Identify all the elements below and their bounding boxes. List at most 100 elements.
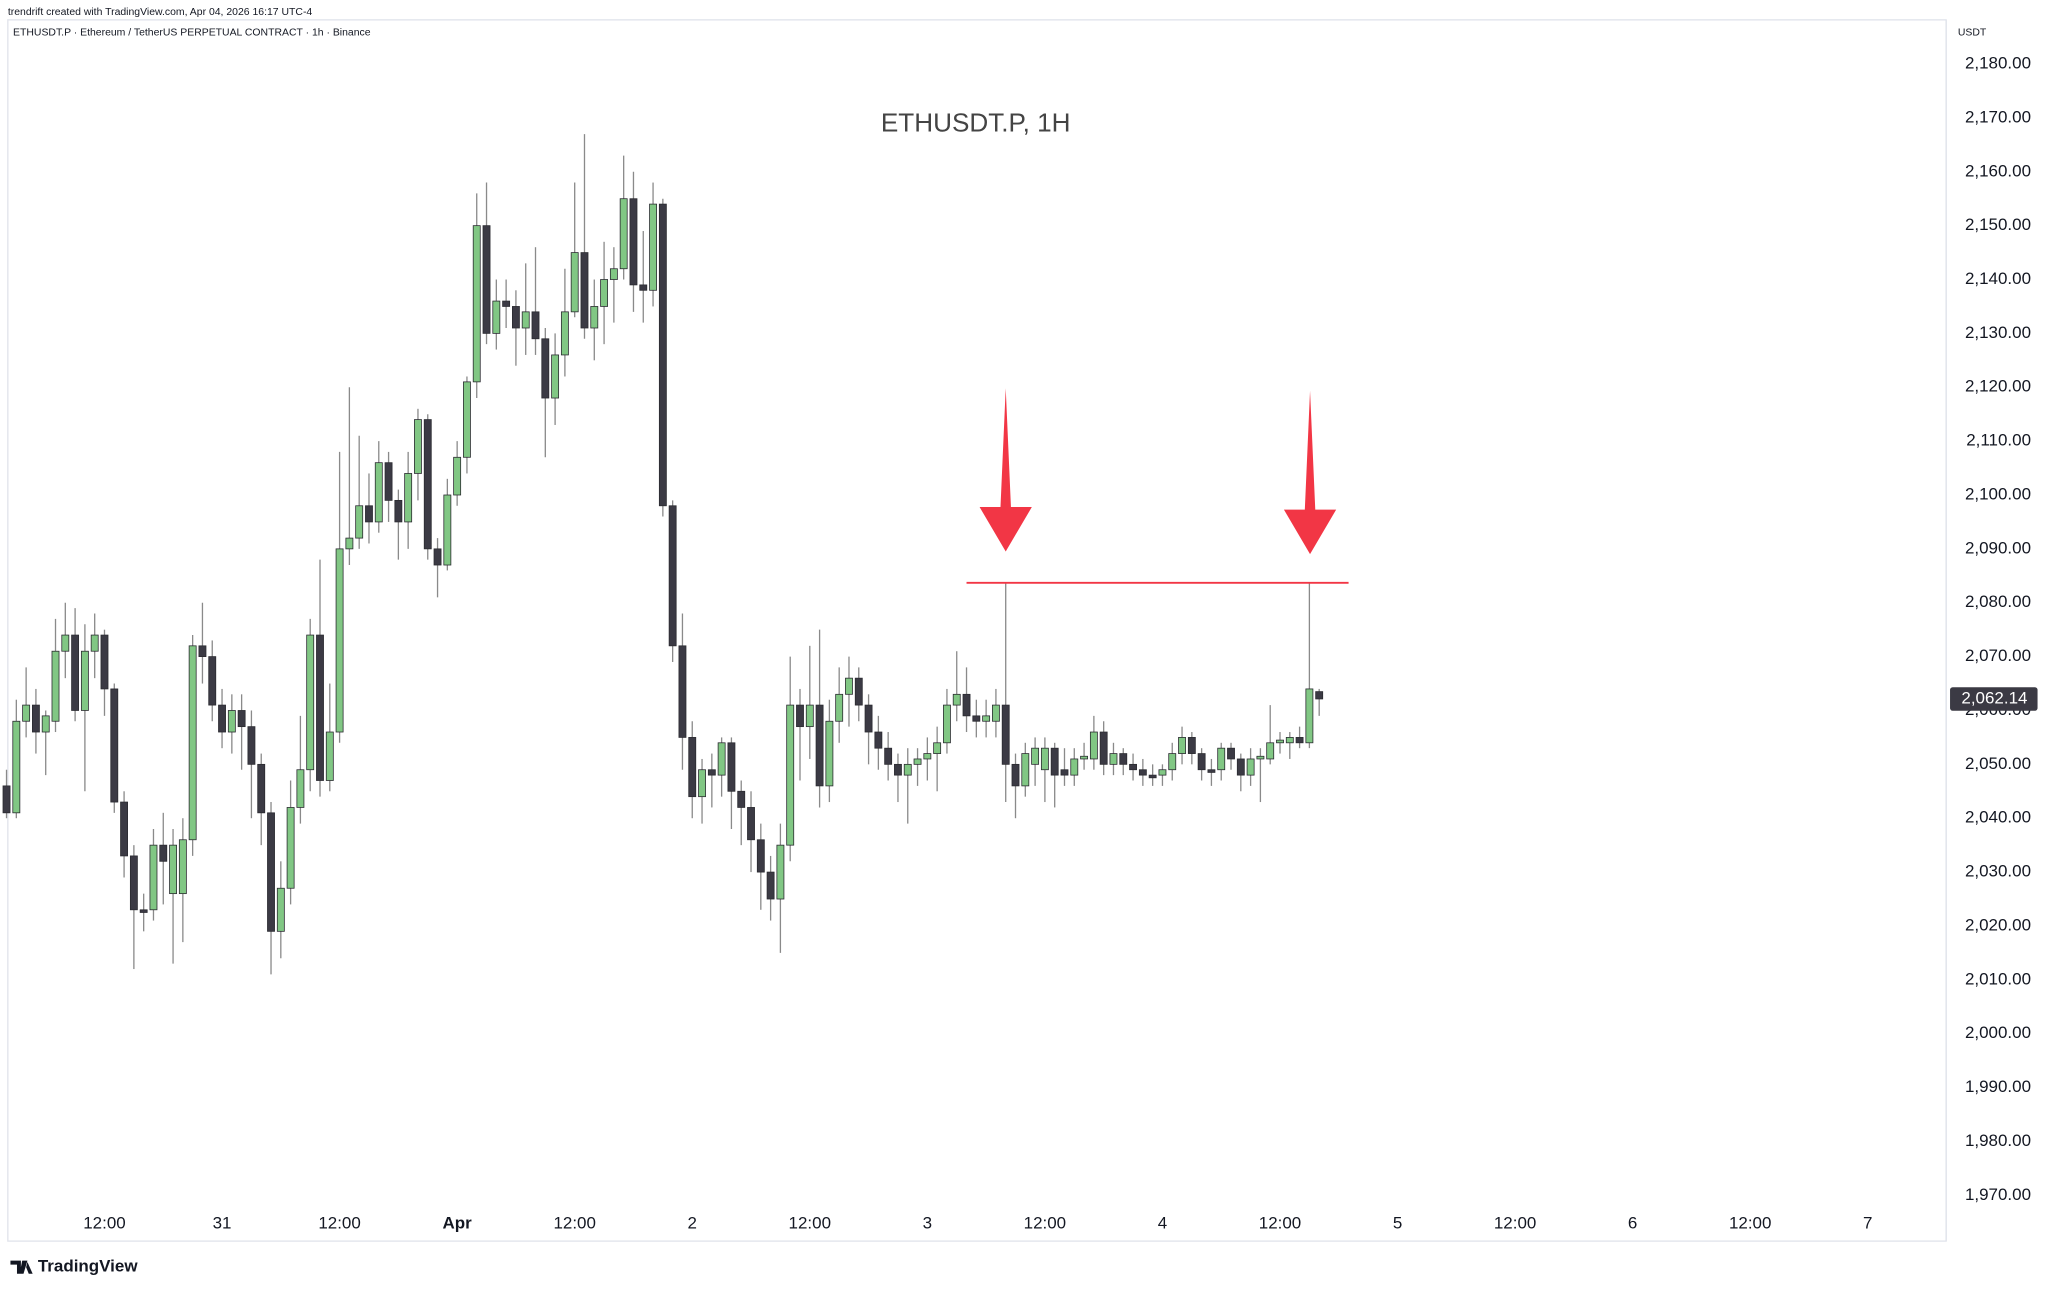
candle-body-up — [41, 715, 50, 733]
x-tick-label: 3 — [923, 1214, 932, 1233]
x-tick-label: 12:00 — [83, 1214, 125, 1233]
candle-body-down — [198, 645, 207, 657]
candle-body-up — [355, 505, 364, 539]
candle-body-up — [335, 548, 344, 733]
y-tick-label: 1,980.00 — [1965, 1131, 2031, 1150]
candle-body-down — [1099, 731, 1108, 765]
candle-body-down — [365, 505, 373, 523]
logo: TradingView — [10, 1257, 138, 1276]
logo-icon — [10, 1260, 33, 1274]
symbol-line: ETHUSDT.P · Ethereum / TetherUS PERPETUA… — [13, 28, 371, 39]
candle-body-up — [933, 742, 942, 754]
candle-body-down — [531, 311, 540, 340]
candle-body-down — [502, 300, 511, 307]
candle-body-down — [71, 634, 80, 711]
candle-body-up — [825, 720, 834, 787]
candle-body-down — [129, 855, 138, 911]
candle-body-up — [61, 634, 70, 652]
candle-body-up — [991, 704, 1000, 722]
arrow — [979, 388, 1337, 555]
candle-body-down — [267, 812, 275, 932]
y-tick-label: 2,040.00 — [1965, 808, 2031, 827]
y-tick-label: 2,030.00 — [1965, 862, 2031, 881]
candles — [2, 134, 1324, 975]
candle-body-down — [1236, 758, 1245, 776]
y-axis-label: USDT — [1958, 28, 1987, 39]
y-tick-label: 2,150.00 — [1965, 215, 2031, 234]
candle-body-down — [1119, 753, 1128, 765]
y-tick-label: 2,170.00 — [1965, 107, 2031, 126]
candle-body-up — [551, 354, 560, 399]
candle-body-up — [600, 279, 608, 307]
candle-body-up — [306, 634, 315, 771]
candle-body-down — [1011, 763, 1020, 787]
x-tick-label: 7 — [1863, 1214, 1872, 1233]
candle-body-down — [639, 284, 648, 291]
plot-frame — [7, 19, 1947, 1242]
y-tick-label: 2,120.00 — [1965, 377, 2031, 396]
candle-body-down — [316, 634, 324, 781]
candle-body-up — [776, 844, 785, 900]
candle-body-up — [404, 473, 413, 523]
candle-body-down — [218, 704, 226, 733]
candle-body-down — [747, 807, 755, 841]
candle-body-down — [737, 790, 746, 808]
x-tick-label: 12:00 — [1729, 1214, 1771, 1233]
arrow-left — [979, 388, 1032, 552]
candle-body-up — [345, 537, 354, 550]
x-tick-label: 12:00 — [789, 1214, 831, 1233]
candle-body-up — [1109, 753, 1118, 765]
candle-body-up — [1021, 753, 1030, 787]
candle-body-up — [590, 306, 599, 329]
candle-body-down — [31, 704, 40, 733]
candle-body-down — [1138, 769, 1147, 776]
candle-body-down — [482, 225, 491, 334]
candle-body-down — [2, 785, 11, 814]
candle-body-up — [913, 758, 922, 765]
x-tick-label: 12:00 — [1494, 1214, 1536, 1233]
candle-body-up — [717, 742, 726, 776]
candle-body-up — [472, 225, 481, 383]
candle-body-down — [1060, 769, 1069, 776]
candle-body-down — [972, 715, 981, 722]
x-tick-label: 12:00 — [318, 1214, 360, 1233]
candle-body-down — [139, 909, 148, 913]
credit: trendrift created with TradingView.com, … — [8, 7, 313, 18]
candle-body-down — [854, 677, 863, 706]
y-tick-label: 2,080.00 — [1965, 592, 2031, 611]
candle-body-up — [1168, 753, 1177, 771]
candle-body-up — [619, 198, 628, 270]
candle-body-up — [227, 710, 236, 733]
x-tick-label: Apr — [443, 1214, 473, 1233]
y-tick-label: 1,970.00 — [1965, 1185, 2031, 1204]
candle-body-up — [845, 677, 853, 695]
candle-body-down — [208, 656, 217, 706]
candle-body-up — [453, 456, 462, 496]
candle-body-up — [374, 462, 383, 523]
candle-body-up — [149, 844, 158, 911]
candle-body-up — [178, 839, 187, 895]
candle-body-down — [1197, 753, 1206, 771]
candle-body-down — [433, 548, 442, 566]
x-tick-label: 4 — [1158, 1214, 1167, 1233]
x-tick-label: 12:00 — [553, 1214, 595, 1233]
candle-body-down — [874, 731, 883, 749]
candle-body-up — [609, 268, 618, 280]
candle-body-up — [1276, 739, 1284, 744]
candle-body-up — [414, 419, 422, 474]
candle-body-up — [1089, 731, 1098, 760]
candle-body-up — [443, 494, 452, 566]
candle-body-up — [903, 763, 912, 776]
x-tick-label: 31 — [213, 1214, 232, 1233]
candle-body-down — [707, 769, 716, 776]
candle-body-down — [864, 704, 873, 733]
candle-body-up — [1070, 758, 1079, 776]
arrow-right — [1283, 390, 1337, 555]
candle-body-down — [1315, 691, 1324, 700]
candle-body-down — [394, 499, 403, 523]
candle-body-down — [237, 710, 246, 728]
candle-body-up — [835, 693, 844, 722]
y-tick-label: 2,160.00 — [1965, 161, 2031, 180]
x-tick-label: 12:00 — [1024, 1214, 1066, 1233]
